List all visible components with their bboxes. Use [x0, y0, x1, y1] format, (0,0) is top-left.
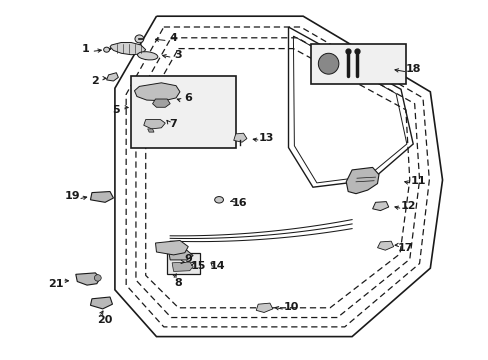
Ellipse shape	[214, 197, 223, 203]
Text: 20: 20	[97, 315, 113, 325]
Text: 14: 14	[209, 261, 225, 271]
Text: 16: 16	[231, 198, 247, 208]
Polygon shape	[90, 297, 112, 309]
Polygon shape	[76, 273, 100, 285]
Polygon shape	[372, 202, 388, 211]
Text: 12: 12	[400, 201, 415, 211]
Text: 6: 6	[184, 93, 192, 103]
Text: 21: 21	[48, 279, 64, 289]
Polygon shape	[155, 240, 188, 255]
Polygon shape	[233, 133, 246, 142]
Text: 17: 17	[397, 243, 413, 253]
Text: 19: 19	[64, 191, 80, 201]
Text: 13: 13	[258, 132, 274, 143]
Polygon shape	[90, 192, 113, 202]
Text: 11: 11	[409, 176, 425, 186]
Text: 10: 10	[283, 302, 298, 312]
Text: 9: 9	[184, 254, 192, 264]
Polygon shape	[110, 42, 145, 55]
Polygon shape	[346, 167, 378, 194]
Text: 18: 18	[405, 64, 420, 74]
Ellipse shape	[318, 53, 338, 74]
Ellipse shape	[135, 35, 143, 43]
Polygon shape	[377, 241, 393, 250]
Polygon shape	[134, 83, 180, 101]
Polygon shape	[152, 99, 170, 107]
Polygon shape	[147, 129, 154, 132]
Text: 1: 1	[81, 44, 89, 54]
Bar	[167, 253, 200, 274]
Text: 3: 3	[174, 50, 182, 60]
Polygon shape	[256, 303, 272, 312]
Text: 15: 15	[190, 261, 205, 271]
Ellipse shape	[137, 52, 158, 60]
Polygon shape	[143, 120, 165, 129]
Ellipse shape	[94, 275, 101, 281]
Text: 7: 7	[169, 119, 177, 129]
Text: 5: 5	[112, 105, 120, 115]
Text: 2: 2	[91, 76, 99, 86]
Text: 8: 8	[174, 278, 182, 288]
Bar	[131, 76, 236, 148]
Bar	[310, 44, 405, 84]
Text: 4: 4	[169, 33, 177, 43]
Polygon shape	[172, 262, 193, 271]
Polygon shape	[106, 73, 118, 81]
Polygon shape	[168, 250, 193, 260]
Ellipse shape	[103, 47, 109, 52]
